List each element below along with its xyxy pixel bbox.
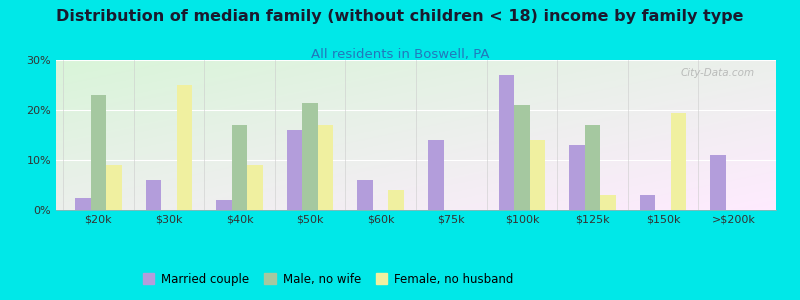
Text: City-Data.com: City-Data.com	[680, 68, 754, 77]
Bar	[710, 155, 726, 210]
Bar	[287, 130, 302, 210]
Bar	[498, 75, 514, 210]
Bar	[428, 140, 443, 210]
Bar	[358, 180, 373, 210]
Bar	[671, 112, 686, 210]
Bar	[389, 190, 404, 210]
Bar	[146, 180, 161, 210]
Bar	[514, 105, 530, 210]
Bar	[232, 125, 247, 210]
Bar	[106, 165, 122, 210]
Bar	[530, 140, 545, 210]
Bar	[585, 125, 600, 210]
Bar	[177, 85, 192, 210]
Legend: Married couple, Male, no wife, Female, no husband: Married couple, Male, no wife, Female, n…	[142, 269, 518, 291]
Bar	[640, 195, 655, 210]
Bar	[75, 197, 90, 210]
Bar	[569, 145, 585, 210]
Bar	[302, 103, 318, 210]
Bar	[216, 200, 232, 210]
Bar	[247, 165, 263, 210]
Bar	[600, 195, 616, 210]
Bar	[318, 125, 334, 210]
Text: All residents in Boswell, PA: All residents in Boswell, PA	[310, 48, 490, 61]
Text: Distribution of median family (without children < 18) income by family type: Distribution of median family (without c…	[56, 9, 744, 24]
Bar	[90, 95, 106, 210]
